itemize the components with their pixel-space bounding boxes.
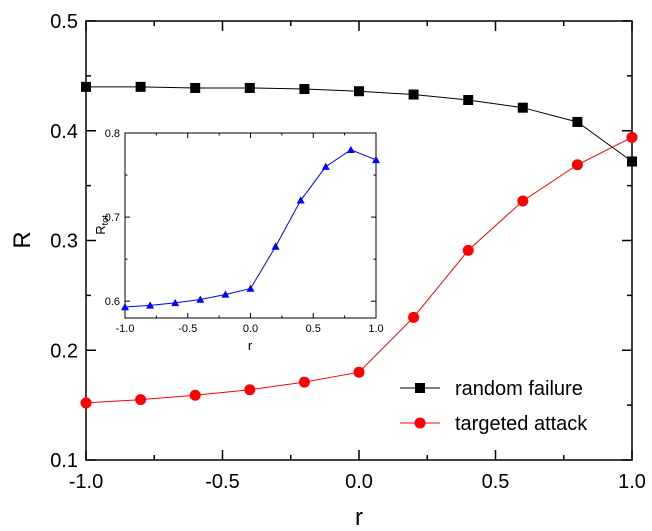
main-x-tick-label: 0.0 xyxy=(345,471,373,493)
inset-x-tick-label: 0.5 xyxy=(306,323,321,335)
main-point-random-failure xyxy=(572,116,583,127)
inset-point-series-0 xyxy=(121,303,129,311)
legend-label-random-failure: random failure xyxy=(455,378,583,400)
main-point-targeted-attack xyxy=(244,384,256,396)
inset-point-series-0 xyxy=(246,284,255,292)
inset-y-axis-title: Rtot xyxy=(93,215,110,235)
main-x-tick-label: -0.5 xyxy=(205,471,239,493)
main-point-random-failure xyxy=(517,102,528,113)
main-point-targeted-attack xyxy=(517,195,529,207)
main-y-tick-label: 0.5 xyxy=(50,11,78,33)
inset-x-tick-label: -0.5 xyxy=(178,323,197,335)
main-point-targeted-attack xyxy=(80,397,92,409)
main-point-random-failure xyxy=(135,81,146,92)
inset-point-series-0 xyxy=(372,155,380,164)
main-point-targeted-attack xyxy=(626,131,638,143)
inset-tick-labels: -1.0 -0.5 0.0 0.5 1.0 0.6 0.7 0.8 xyxy=(105,128,384,335)
main-series xyxy=(80,81,638,409)
main-point-targeted-attack xyxy=(408,311,420,323)
inset-series xyxy=(121,145,380,311)
legend-label-targeted-attack: targeted attack xyxy=(455,413,588,435)
main-point-random-failure xyxy=(244,82,255,93)
main-point-random-failure xyxy=(299,84,310,95)
main-point-random-failure xyxy=(354,86,364,97)
inset-y-axis-title-sub: tot xyxy=(100,215,110,226)
main-point-random-failure xyxy=(463,95,474,106)
main-x-tick-label: 0.5 xyxy=(482,471,510,493)
inset-point-series-0 xyxy=(221,290,230,298)
inset-y-tick-label: 0.7 xyxy=(105,212,120,224)
main-x-tick-label: 1.0 xyxy=(618,471,646,493)
main-point-targeted-attack xyxy=(353,366,365,378)
main-y-tick-label: 0.4 xyxy=(50,121,78,143)
main-point-random-failure xyxy=(627,156,637,167)
legend-marker-targeted-attack xyxy=(414,417,426,429)
main-point-targeted-attack xyxy=(189,389,201,401)
main-point-targeted-attack xyxy=(462,244,474,256)
main-point-targeted-attack xyxy=(571,159,583,171)
main-tick-labels: -1.0 -0.5 0.0 0.5 1.0 0.1 0.2 0.3 0.4 0.5 xyxy=(50,11,646,493)
inset-x-tick-label: -1.0 xyxy=(116,323,135,335)
main-point-targeted-attack xyxy=(135,394,147,406)
main-point-random-failure xyxy=(190,82,201,93)
main-y-tick-label: 0.2 xyxy=(50,340,78,362)
main-x-tick-label: -1.0 xyxy=(69,471,103,493)
legend: random failure targeted attack xyxy=(400,378,588,435)
legend-marker-random-failure xyxy=(415,383,425,393)
main-point-random-failure xyxy=(81,81,91,92)
inset-point-series-0 xyxy=(171,298,180,307)
inset-x-tick-label: 1.0 xyxy=(368,323,383,335)
inset-x-tick-label: 0.0 xyxy=(243,323,258,335)
inset-point-series-0 xyxy=(346,145,355,154)
main-x-axis-title: r xyxy=(355,504,363,531)
main-y-tick-label: 0.3 xyxy=(50,231,78,253)
inset-ticks xyxy=(124,132,377,318)
inset-point-series-0 xyxy=(321,162,330,170)
inset-point-series-0 xyxy=(196,295,205,303)
inset-point-series-0 xyxy=(271,242,280,250)
inset-x-axis-title: r xyxy=(248,338,253,353)
inset-point-series-0 xyxy=(296,196,305,204)
main-ticks xyxy=(85,20,633,461)
inset-y-axis-title-main: R xyxy=(93,225,108,234)
main-y-tick-label: 0.1 xyxy=(50,450,78,472)
main-point-targeted-attack xyxy=(298,376,310,388)
inset-y-tick-label: 0.8 xyxy=(105,128,120,140)
main-y-axis-title: R xyxy=(9,231,36,248)
inset-point-series-0 xyxy=(146,301,155,309)
inset-y-tick-label: 0.6 xyxy=(105,296,120,308)
main-point-random-failure xyxy=(408,89,419,100)
